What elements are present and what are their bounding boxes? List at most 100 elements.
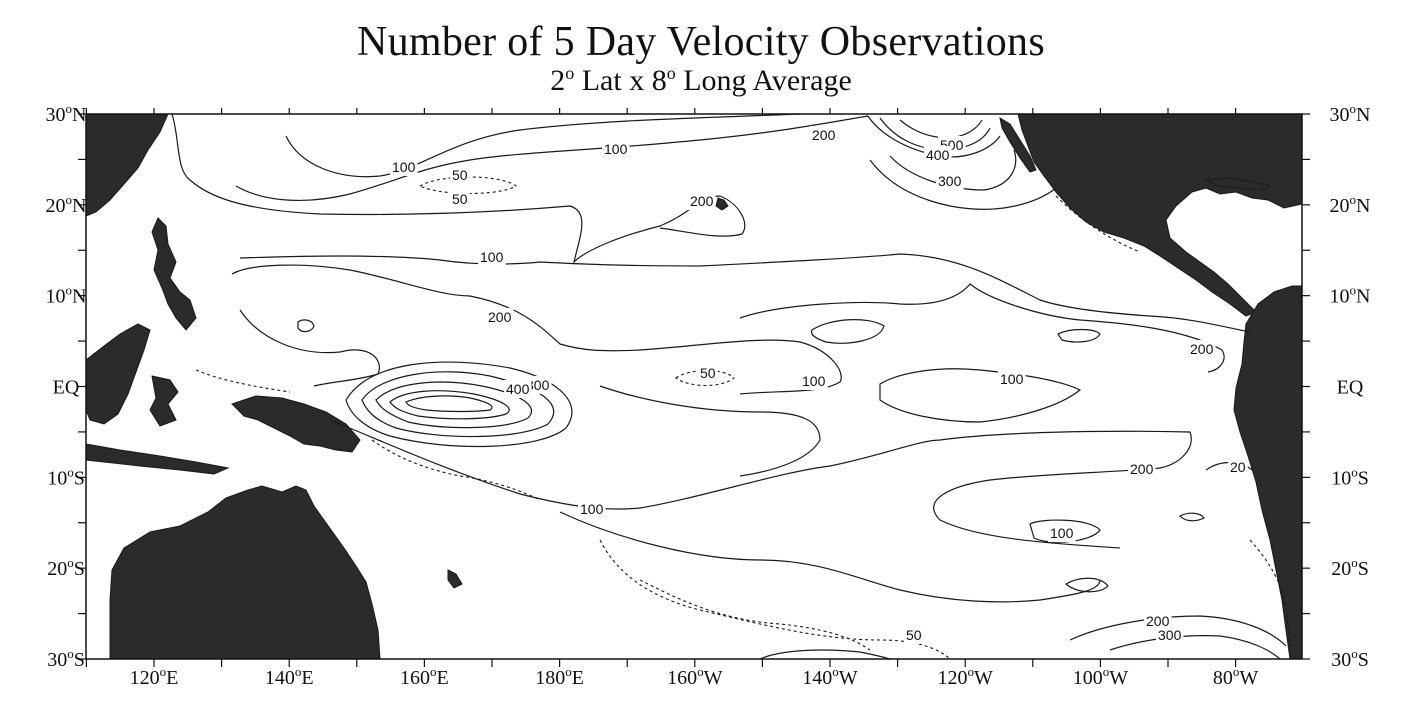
land-asia bbox=[85, 113, 169, 217]
lat-label-left: 20oS bbox=[47, 555, 85, 580]
contour-50-equator bbox=[675, 370, 735, 386]
contour-label-200: 200 bbox=[812, 127, 836, 143]
contour-label-100: 100 bbox=[1000, 371, 1024, 387]
contour-400-ring-1 bbox=[361, 371, 555, 438]
lat-label-right: 30oS bbox=[1331, 646, 1369, 671]
land-south-america bbox=[1233, 285, 1303, 660]
contour-100-ring bbox=[285, 113, 801, 178]
contour-400-ring-2 bbox=[375, 381, 533, 429]
land-north-america bbox=[1017, 113, 1303, 317]
land-hawaii bbox=[715, 197, 729, 211]
contour-label-300: 300 bbox=[526, 377, 550, 393]
map-subtitle: 2o Lat x 8o Long Average bbox=[550, 63, 852, 97]
lat-label-right: 20oN bbox=[1330, 192, 1371, 217]
land-caribbean bbox=[1204, 177, 1272, 191]
contour-label-300: 300 bbox=[938, 173, 962, 189]
contour-100-se bbox=[1029, 519, 1101, 543]
tick-marks bbox=[78, 108, 1310, 667]
land-borneo-sumatra bbox=[85, 323, 151, 425]
contour-layer bbox=[171, 113, 1291, 660]
contour-100-upper bbox=[235, 115, 869, 202]
lat-label-left: 30oN bbox=[46, 101, 87, 126]
contour-label-100: 100 bbox=[480, 249, 504, 265]
contour-dashed-sa-coast bbox=[1249, 539, 1291, 660]
contour-label-400: 400 bbox=[926, 147, 950, 163]
land-new-guinea bbox=[231, 395, 361, 453]
contour-label-50: 50 bbox=[700, 365, 716, 381]
lat-label-right: EQ bbox=[1337, 377, 1364, 399]
contour-dashed-png-2 bbox=[371, 439, 541, 501]
lon-label: 180oE bbox=[535, 664, 584, 689]
contour-label-100: 100 bbox=[580, 501, 604, 517]
contour-200-north-east bbox=[869, 159, 1057, 210]
contour-200-sw-coast bbox=[1069, 615, 1287, 647]
lat-label-right: 10oN bbox=[1330, 283, 1371, 308]
contour-label-200: 200 bbox=[690, 193, 714, 209]
latitude-labels-left: 30oN 20oN 10oN EQ 10oS 20oS 30oS bbox=[46, 101, 87, 671]
contour-island-ring bbox=[297, 319, 315, 333]
contour-400-ring-4 bbox=[405, 395, 493, 413]
lat-label-left: 20oN bbox=[46, 192, 87, 217]
lat-label-left: EQ bbox=[53, 377, 80, 399]
contour-dashed-south-2 bbox=[639, 579, 871, 651]
map-title: Number of 5 Day Velocity Observations bbox=[356, 19, 1046, 65]
contour-labels: 100 50 50 100 200 200 500 400 300 100 20… bbox=[390, 126, 1248, 644]
land-philippines bbox=[151, 217, 197, 331]
contour-east-200 bbox=[739, 283, 1225, 373]
land-indonesia-islands bbox=[85, 443, 230, 475]
contour-ring-100w bbox=[1057, 328, 1101, 343]
contour-mid-band bbox=[239, 253, 1251, 333]
contour-label-100: 100 bbox=[604, 141, 628, 157]
lat-label-left: 30oS bbox=[47, 646, 85, 671]
contour-dashed-na-coast bbox=[1055, 195, 1141, 253]
contour-ring-90w bbox=[1178, 512, 1205, 522]
contour-label-100: 100 bbox=[1050, 525, 1074, 541]
contour-dashed-png bbox=[195, 369, 291, 393]
contour-south-edge bbox=[759, 649, 891, 660]
contour-label-20: 20 bbox=[1230, 459, 1246, 475]
contour-label-200: 200 bbox=[1130, 461, 1154, 477]
contour-100-north bbox=[171, 113, 746, 264]
contour-label-50: 50 bbox=[906, 627, 922, 643]
contour-300-sw-coast bbox=[1109, 635, 1281, 660]
lon-label: 160oW bbox=[667, 664, 723, 689]
lat-label-right: 10oS bbox=[1331, 464, 1369, 489]
land-baja bbox=[999, 116, 1037, 173]
contour-300-north bbox=[889, 149, 1017, 191]
contour-label-100: 100 bbox=[802, 373, 826, 389]
contour-400-ring-3 bbox=[389, 390, 510, 420]
contour-300-equator bbox=[345, 361, 573, 448]
contour-equatorial-mid bbox=[599, 385, 821, 477]
lon-label: 100oW bbox=[1073, 664, 1129, 689]
lon-label: 120oE bbox=[130, 664, 179, 689]
contour-200-inner bbox=[239, 309, 380, 387]
contour-200-west bbox=[231, 264, 842, 395]
lon-label: 80oW bbox=[1213, 664, 1259, 689]
land-australia bbox=[109, 485, 381, 660]
lon-label: 140oW bbox=[802, 664, 858, 689]
contour-label-400: 400 bbox=[506, 381, 530, 397]
land-new-zealand bbox=[447, 569, 463, 589]
contour-label-50: 50 bbox=[452, 167, 468, 183]
contour-east-100 bbox=[879, 368, 1082, 423]
land-layer bbox=[85, 113, 1303, 660]
latitude-labels-right: 30oN 20oN 10oN EQ 10oS 20oS 30oS bbox=[1330, 101, 1371, 671]
lon-label: 120oW bbox=[938, 664, 994, 689]
contour-label-300: 300 bbox=[1158, 627, 1182, 643]
contour-label-100: 100 bbox=[392, 159, 416, 175]
contour-south-band bbox=[329, 419, 1192, 549]
land-sulawesi bbox=[149, 375, 179, 427]
contour-ring-140w bbox=[810, 319, 885, 344]
lon-label: 160oE bbox=[400, 664, 449, 689]
contour-label-200: 200 bbox=[1146, 613, 1170, 629]
lon-label: 140oE bbox=[265, 664, 314, 689]
contour-ring-south bbox=[1064, 577, 1109, 593]
contour-label-50: 50 bbox=[452, 191, 468, 207]
lat-label-right: 30oN bbox=[1330, 101, 1371, 126]
lat-label-left: 10oN bbox=[46, 283, 87, 308]
contour-label-200: 200 bbox=[488, 309, 512, 325]
contour-100-sw bbox=[559, 511, 1101, 603]
longitude-labels: 120oE 140oE 160oE 180oE 160oW 140oW 120oW 100oW… bbox=[130, 664, 1259, 689]
lat-label-left: 10oS bbox=[47, 464, 85, 489]
